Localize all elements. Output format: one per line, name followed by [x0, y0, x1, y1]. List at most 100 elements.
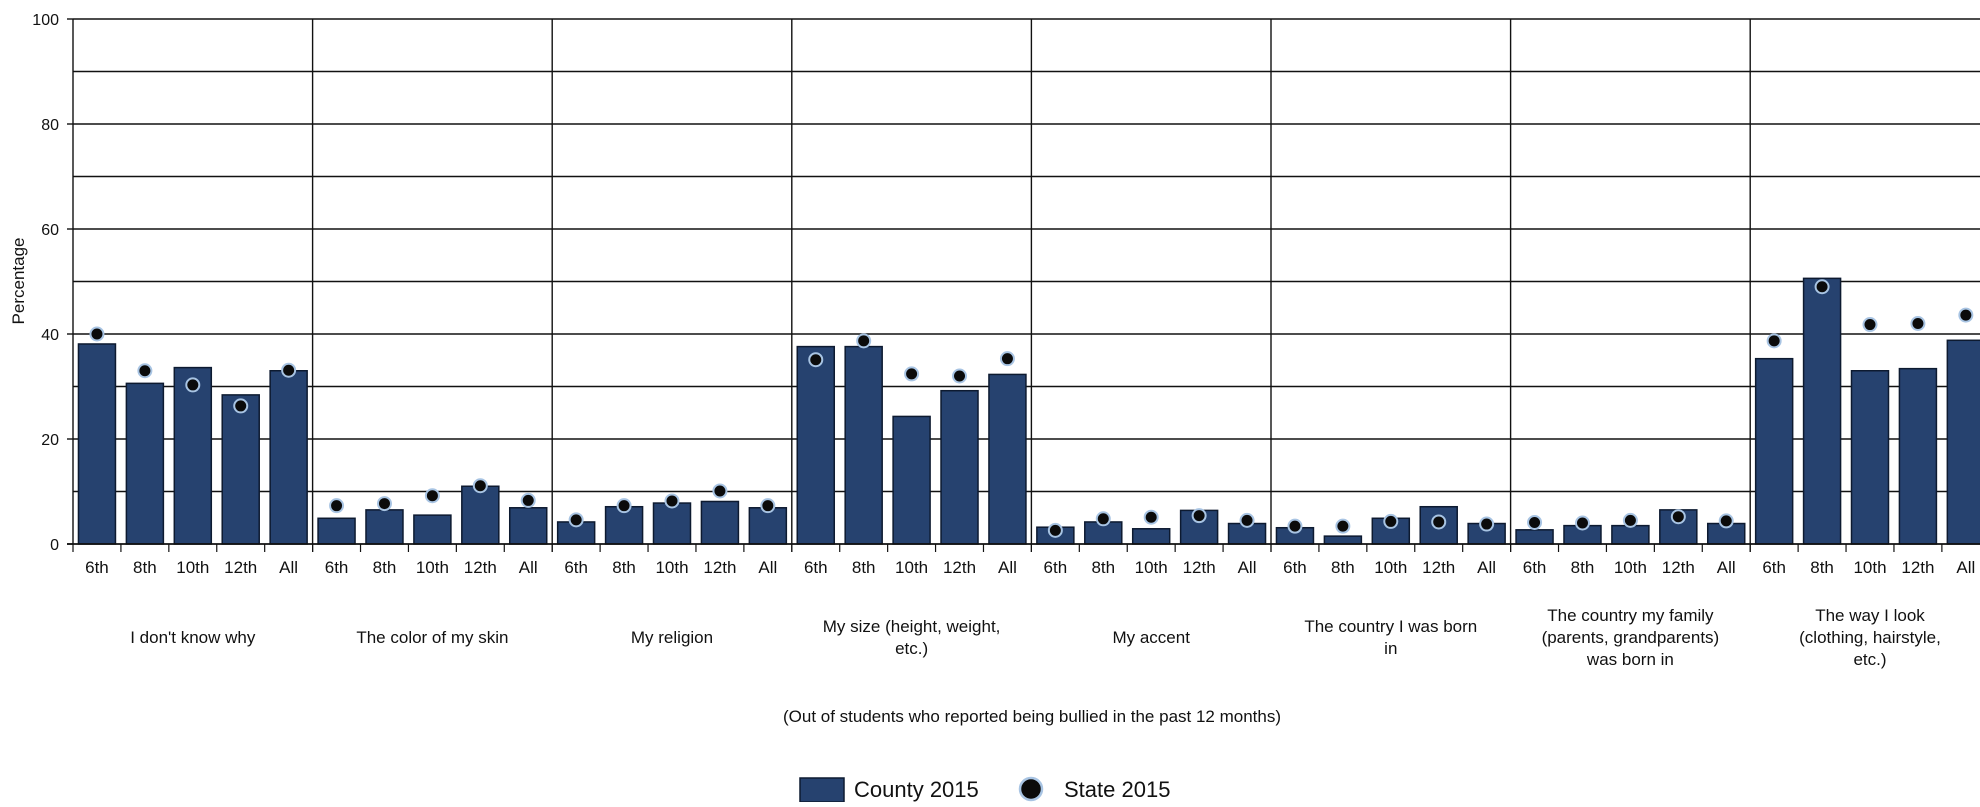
- dot-state-2015: [233, 398, 249, 414]
- x-tick-label: 12th: [1662, 558, 1695, 577]
- dot-state-2015: [999, 351, 1015, 367]
- x-tick-label: All: [758, 558, 777, 577]
- x-tick-label: 6th: [85, 558, 109, 577]
- group-label: My religion: [631, 628, 713, 647]
- x-tick-label: 6th: [325, 558, 349, 577]
- x-tick-label: All: [279, 558, 298, 577]
- y-tick-label: 80: [41, 117, 59, 134]
- bar-county-2015: [221, 394, 260, 545]
- dot-state-2015: [1335, 518, 1351, 534]
- bar-county-2015: [1323, 535, 1363, 545]
- x-tick-label: 10th: [895, 558, 928, 577]
- dot-state-2015: [185, 377, 201, 393]
- x-axis-label: (Out of students who reported being bull…: [783, 707, 1281, 726]
- bar-county-2015: [1802, 277, 1842, 545]
- x-tick-label: 12th: [1183, 558, 1216, 577]
- x-tick-label: 8th: [133, 558, 157, 577]
- dot-state-2015: [472, 478, 488, 494]
- x-tick-label: 6th: [1283, 558, 1307, 577]
- bar-county-2015: [652, 502, 692, 545]
- x-tick-label: 8th: [1571, 558, 1595, 577]
- x-tick-label: 10th: [416, 558, 449, 577]
- x-tick-label: 8th: [1331, 558, 1355, 577]
- bar-county-2015: [461, 485, 500, 545]
- dot-state-2015: [1431, 514, 1447, 530]
- legend-label-county: County 2015: [854, 777, 979, 802]
- x-tick-label: 12th: [464, 558, 497, 577]
- dot-state-2015: [568, 512, 584, 528]
- y-tick-label: 100: [32, 12, 59, 29]
- bar-county-2015: [1754, 357, 1794, 545]
- x-tick-label: All: [519, 558, 538, 577]
- dot-state-2015: [329, 498, 345, 514]
- dot-state-2015: [1718, 513, 1734, 529]
- x-tick-label: All: [1717, 558, 1736, 577]
- x-tick-label: 8th: [1810, 558, 1834, 577]
- bar-county-2015: [365, 509, 404, 545]
- bar-county-2015: [700, 500, 740, 545]
- x-tick-label: 8th: [1091, 558, 1115, 577]
- x-tick-label: All: [998, 558, 1017, 577]
- dot-state-2015: [1862, 317, 1878, 333]
- x-tick-label: 10th: [1374, 558, 1407, 577]
- dot-state-2015: [1239, 512, 1255, 528]
- bar-county-2015: [1179, 509, 1219, 545]
- bar-county-2015: [940, 389, 979, 545]
- bar-county-2015: [269, 370, 308, 545]
- y-tick-label: 60: [41, 222, 59, 239]
- bar-county-2015: [1898, 367, 1938, 545]
- dot-state-2015: [520, 492, 536, 508]
- dot-state-2015: [1766, 333, 1782, 349]
- bar-county-2015: [748, 507, 788, 545]
- dot-state-2015: [856, 333, 872, 349]
- dot-state-2015: [1287, 518, 1303, 534]
- dot-state-2015: [664, 493, 680, 509]
- bar-county-2015: [508, 507, 548, 545]
- dot-state-2015: [904, 366, 920, 382]
- x-tick-label: 12th: [1422, 558, 1455, 577]
- dot-state-2015: [1958, 307, 1974, 323]
- dot-state-2015: [1670, 509, 1686, 525]
- y-axis-label: Percentage: [9, 238, 28, 325]
- bar-county-2015: [844, 345, 883, 545]
- dot-state-2015: [1143, 509, 1159, 525]
- group-label: My accent: [1112, 628, 1190, 647]
- x-tick-label: 12th: [1901, 558, 1934, 577]
- x-tick-label: 10th: [1853, 558, 1886, 577]
- dot-state-2015: [1479, 516, 1495, 532]
- x-tick-label: 8th: [852, 558, 876, 577]
- dot-state-2015: [1047, 522, 1063, 538]
- dot-state-2015: [1095, 511, 1111, 527]
- dot-state-2015: [1814, 279, 1830, 295]
- x-tick-label: 12th: [224, 558, 257, 577]
- x-tick-label: All: [1956, 558, 1975, 577]
- x-tick-label: 10th: [1135, 558, 1168, 577]
- bar-county-2015: [988, 373, 1027, 545]
- dot-state-2015: [760, 498, 776, 514]
- bar-county-2015: [1850, 370, 1890, 545]
- dot-state-2015: [808, 352, 824, 368]
- dot-state-2015: [1383, 513, 1399, 529]
- dot-state-2015: [1191, 508, 1207, 524]
- x-tick-label: 8th: [373, 558, 397, 577]
- x-tick-label: 6th: [1762, 558, 1786, 577]
- dot-state-2015: [712, 483, 728, 499]
- dot-state-2015: [952, 368, 968, 384]
- bar-county-2015: [1131, 528, 1171, 545]
- bar-county-2015: [125, 382, 165, 545]
- x-tick-label: 8th: [612, 558, 636, 577]
- dot-state-2015: [137, 363, 153, 379]
- legend-swatch-county: [799, 777, 845, 803]
- x-tick-label: 10th: [655, 558, 688, 577]
- x-tick-label: 12th: [943, 558, 976, 577]
- bar-county-2015: [77, 343, 117, 545]
- x-tick-label: 10th: [1614, 558, 1647, 577]
- bar-county-2015: [1515, 529, 1554, 545]
- dot-state-2015: [89, 326, 105, 342]
- y-tick-label: 40: [41, 327, 59, 344]
- dot-state-2015: [281, 362, 297, 378]
- y-tick-label: 0: [50, 537, 59, 554]
- dot-state-2015: [1910, 316, 1926, 331]
- bar-county-2015: [317, 517, 356, 545]
